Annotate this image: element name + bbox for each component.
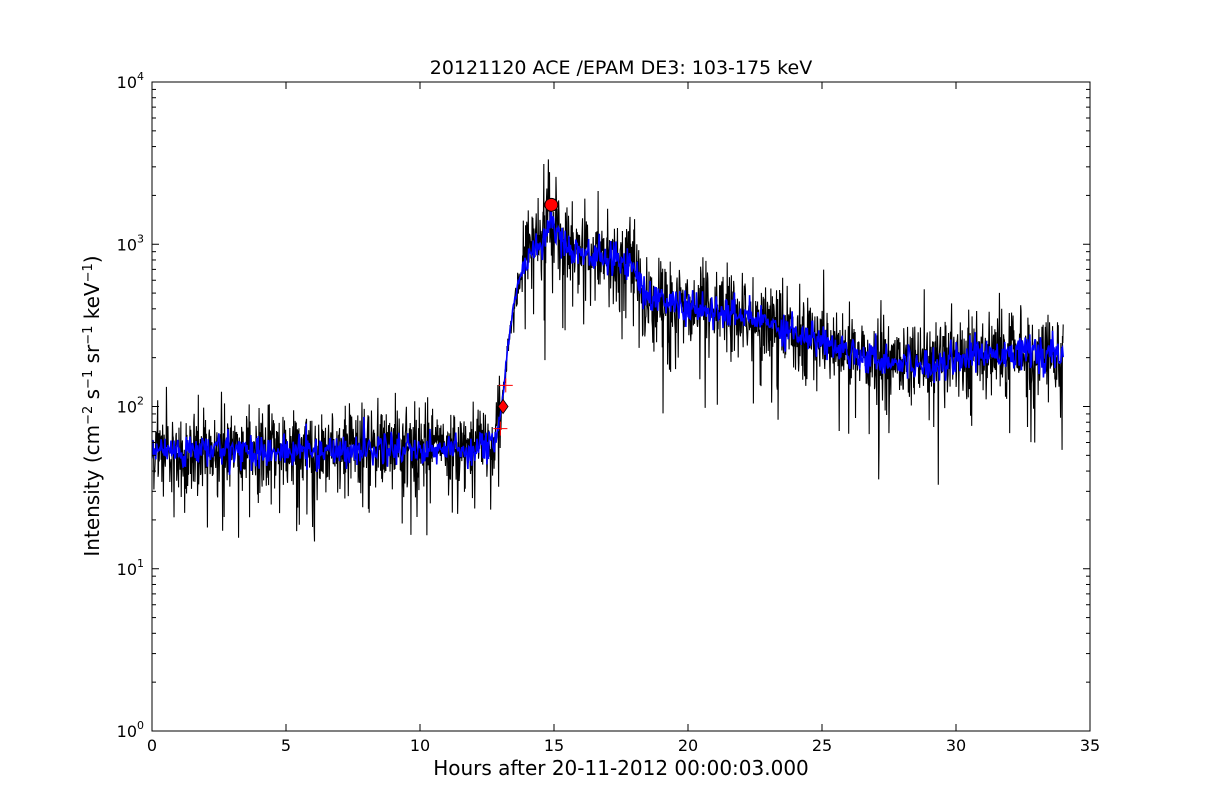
x-tick-label: 0 xyxy=(147,736,157,755)
marker-onset-lower xyxy=(493,421,508,436)
x-tick-label: 5 xyxy=(281,736,291,755)
series-line-smoothed xyxy=(152,208,1064,475)
x-tick-label: 15 xyxy=(544,736,564,755)
x-tick-label: 25 xyxy=(812,736,832,755)
marker-layer xyxy=(493,197,559,436)
marker-onset-upper xyxy=(498,378,513,393)
y-tick-label: 101 xyxy=(117,557,144,579)
series-line-raw xyxy=(152,159,1064,542)
marker-onset xyxy=(497,398,509,415)
y-tick-label: 104 xyxy=(117,70,144,92)
y-tick-label: 103 xyxy=(117,232,144,254)
plot-frame xyxy=(151,81,1091,732)
x-tick-label: 30 xyxy=(946,736,966,755)
x-tick-label: 10 xyxy=(410,736,430,755)
x-tick-label: 20 xyxy=(678,736,698,755)
chart-title: 20121120 ACE /EPAM DE3: 103-175 keV xyxy=(430,57,812,79)
y-tick-label: 102 xyxy=(117,395,144,417)
y-axis: 100 101 102 103 104 xyxy=(117,70,1090,741)
series-layer xyxy=(152,159,1064,542)
marker-peak xyxy=(544,197,559,212)
x-axis: 0 5 10 15 20 25 30 35 xyxy=(147,82,1100,755)
x-tick-label: 35 xyxy=(1080,736,1100,755)
y-axis-title: Intensity (cm−2 s−1 sr−1 keV−1) xyxy=(80,255,104,556)
y-tick-label: 100 xyxy=(117,719,144,741)
x-axis-title: Hours after 20-11-2012 00:00:03.000 xyxy=(433,756,809,780)
